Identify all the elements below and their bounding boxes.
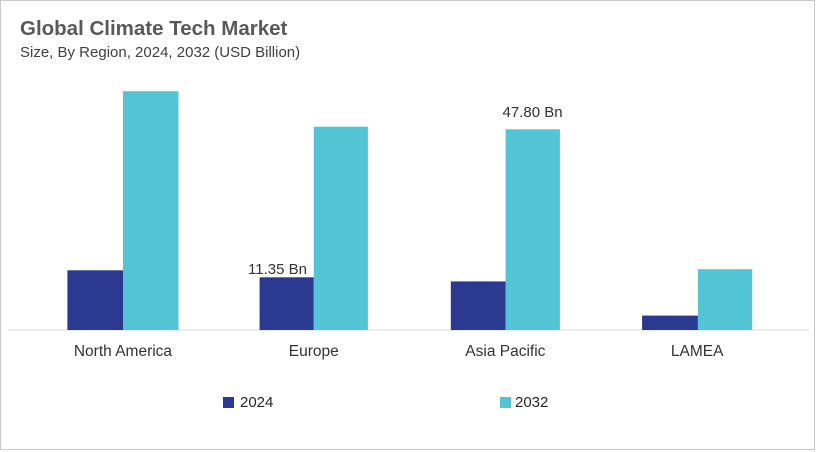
svg-text:11.35 Bn: 11.35 Bn <box>248 261 307 278</box>
svg-text:Europe: Europe <box>289 343 339 360</box>
svg-text:North America: North America <box>74 343 173 360</box>
svg-text:Asia Pacific: Asia Pacific <box>465 343 545 360</box>
svg-text:47.80 Bn: 47.80 Bn <box>503 104 563 121</box>
svg-text:2032: 2032 <box>515 394 548 411</box>
svg-text:2024: 2024 <box>240 394 273 411</box>
svg-text:LAMEA: LAMEA <box>671 343 724 360</box>
